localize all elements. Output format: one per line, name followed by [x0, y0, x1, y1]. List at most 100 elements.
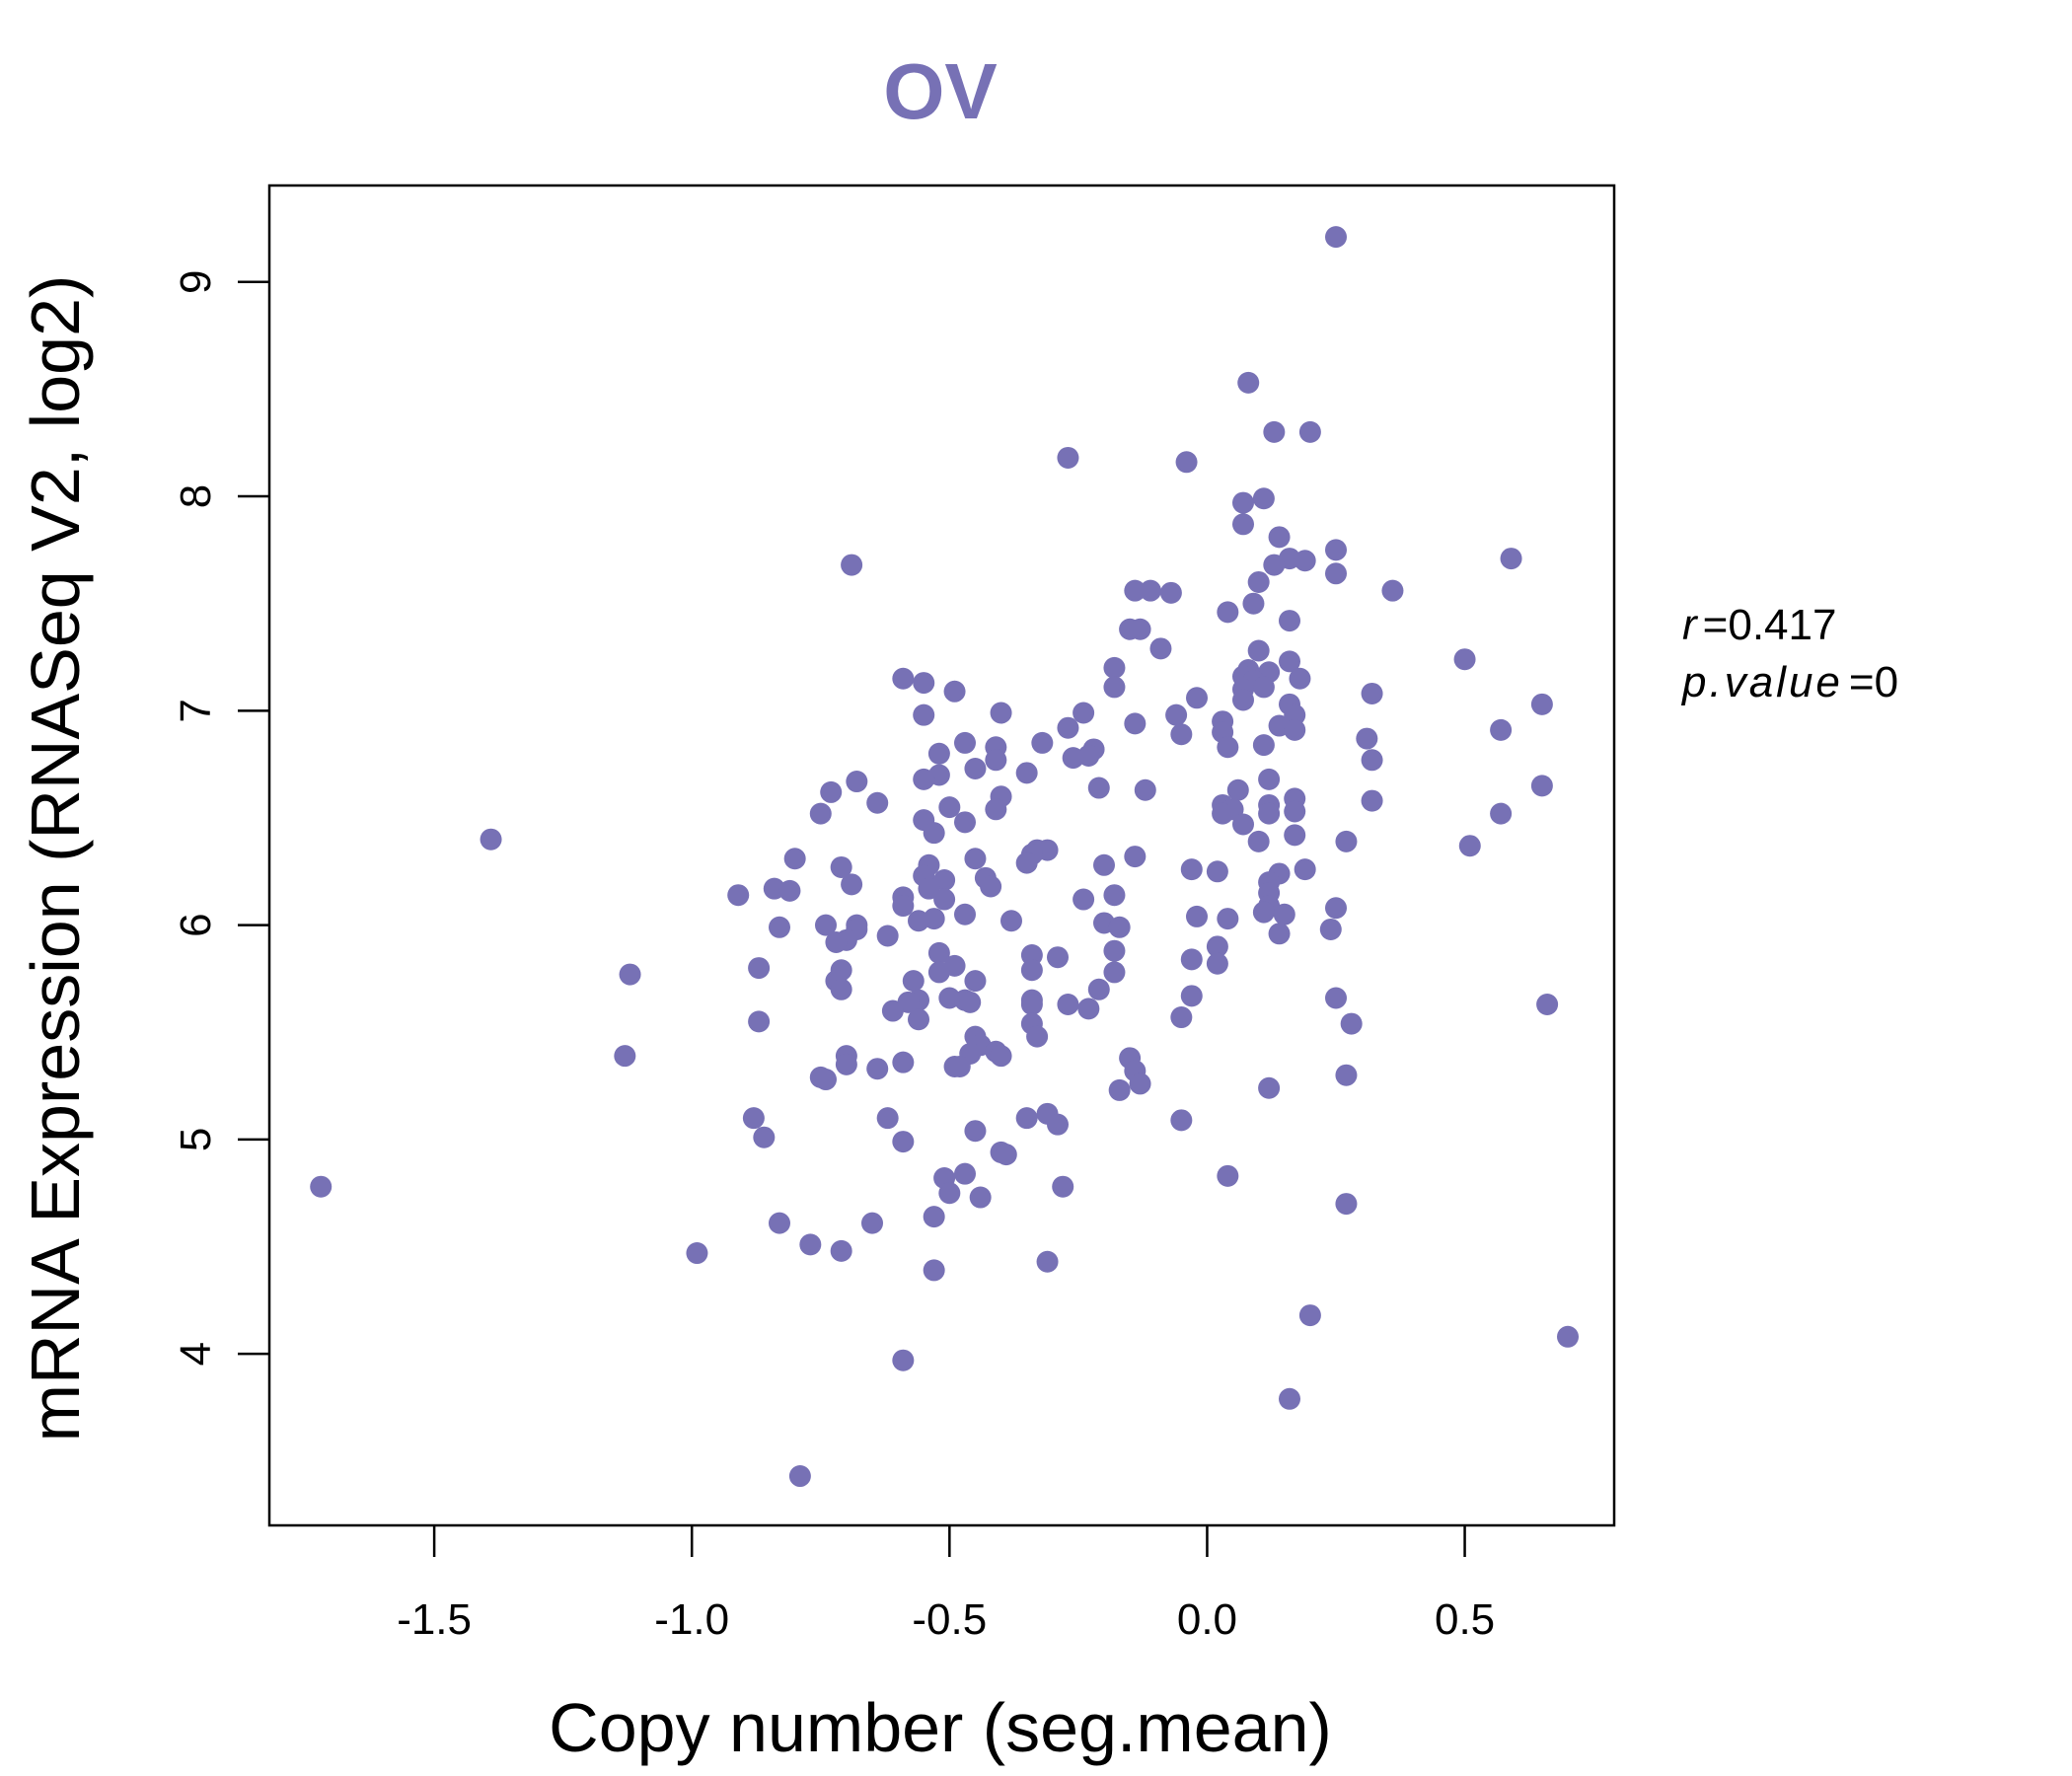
data-point [1036, 1250, 1059, 1273]
data-point [1108, 916, 1131, 938]
data-point [892, 1349, 915, 1371]
x-tick-label: 0.0 [1177, 1595, 1237, 1644]
data-point [1325, 539, 1347, 561]
plot-area-frame [267, 184, 1616, 1527]
data-point [1294, 550, 1316, 572]
data-point [1093, 853, 1115, 876]
data-point [769, 916, 790, 938]
data-point [1361, 789, 1383, 812]
data-point [1252, 676, 1275, 699]
data-point [727, 884, 750, 907]
data-point [1232, 813, 1254, 836]
data-point [1180, 858, 1203, 881]
data-point [923, 1206, 945, 1228]
data-point [1103, 939, 1126, 962]
data-point [748, 957, 771, 980]
data-point [892, 1131, 915, 1153]
data-point [938, 1182, 961, 1205]
data-point [1232, 689, 1254, 711]
data-point [1103, 961, 1126, 984]
data-point [614, 1045, 636, 1068]
data-point [1124, 579, 1147, 602]
data-point [954, 811, 976, 834]
data-point [923, 1259, 945, 1282]
data-point [1279, 650, 1300, 673]
data-point [788, 1465, 811, 1488]
data-point [1284, 718, 1306, 741]
data-point [815, 914, 837, 936]
data-point [881, 999, 904, 1022]
data-point [876, 1107, 899, 1130]
y-tick-label: 5 [172, 1128, 220, 1151]
data-point [1073, 702, 1095, 724]
data-point [1217, 736, 1239, 759]
data-point [1458, 835, 1481, 857]
data-point [1057, 994, 1079, 1016]
data-point [1129, 618, 1151, 640]
x-tick-label: -1.0 [654, 1595, 729, 1644]
data-point [1284, 703, 1306, 726]
data-point [830, 978, 852, 1000]
data-point [480, 828, 502, 851]
data-point [1252, 487, 1275, 510]
data-point [753, 1126, 776, 1148]
data-point [1020, 944, 1043, 967]
data-point [964, 1120, 987, 1143]
data-point [1289, 667, 1311, 690]
data-point [954, 1162, 976, 1185]
data-point [1015, 851, 1038, 874]
data-point [1247, 639, 1270, 662]
data-point [1361, 682, 1383, 704]
data-point [908, 910, 929, 932]
data-point [990, 1045, 1012, 1068]
data-point [923, 822, 945, 845]
x-axis: -1.5 -1.0 -0.5 0.0 0.5 [397, 1525, 1495, 1644]
data-point [938, 796, 961, 819]
data-point [985, 749, 1007, 772]
data-point [1335, 1193, 1358, 1216]
data-point [1490, 718, 1513, 741]
data-point [748, 1010, 771, 1033]
data-point [742, 1107, 765, 1130]
data-point [1047, 1113, 1069, 1136]
data-point [1263, 420, 1286, 443]
data-point [1087, 777, 1110, 799]
data-point [310, 1175, 333, 1198]
data-point [835, 1053, 857, 1075]
p-value: 0 [1875, 658, 1898, 706]
data-point [1361, 749, 1383, 772]
data-point [1325, 897, 1347, 920]
data-point [892, 895, 915, 918]
data-point [1047, 946, 1069, 969]
data-point [927, 742, 950, 765]
data-point [913, 672, 935, 695]
data-point [1026, 1025, 1049, 1048]
data-point [799, 1233, 822, 1256]
data-point [1170, 1006, 1193, 1029]
data-point [1057, 446, 1079, 469]
data-point [1279, 610, 1300, 632]
data-point [1268, 923, 1291, 945]
data-point [964, 970, 987, 993]
data-point [1000, 910, 1022, 932]
data-point [1015, 1107, 1038, 1130]
data-point [841, 554, 863, 576]
data-point [1186, 905, 1208, 927]
data-point [686, 1242, 708, 1265]
data-point [1258, 802, 1281, 825]
data-point [1057, 716, 1079, 739]
data-point [1536, 994, 1559, 1016]
x-tick-label: -0.5 [912, 1595, 987, 1644]
data-point [933, 888, 956, 911]
data-point [1206, 935, 1228, 958]
data-point [1263, 554, 1286, 576]
data-point [892, 667, 915, 690]
data-point [969, 1186, 992, 1209]
data-point [1557, 1325, 1579, 1348]
data-point [913, 703, 935, 726]
data-point [1490, 802, 1513, 825]
data-point [783, 848, 806, 870]
correlation-stat: r =0.417 [1682, 601, 1836, 649]
data-point [1206, 952, 1228, 975]
